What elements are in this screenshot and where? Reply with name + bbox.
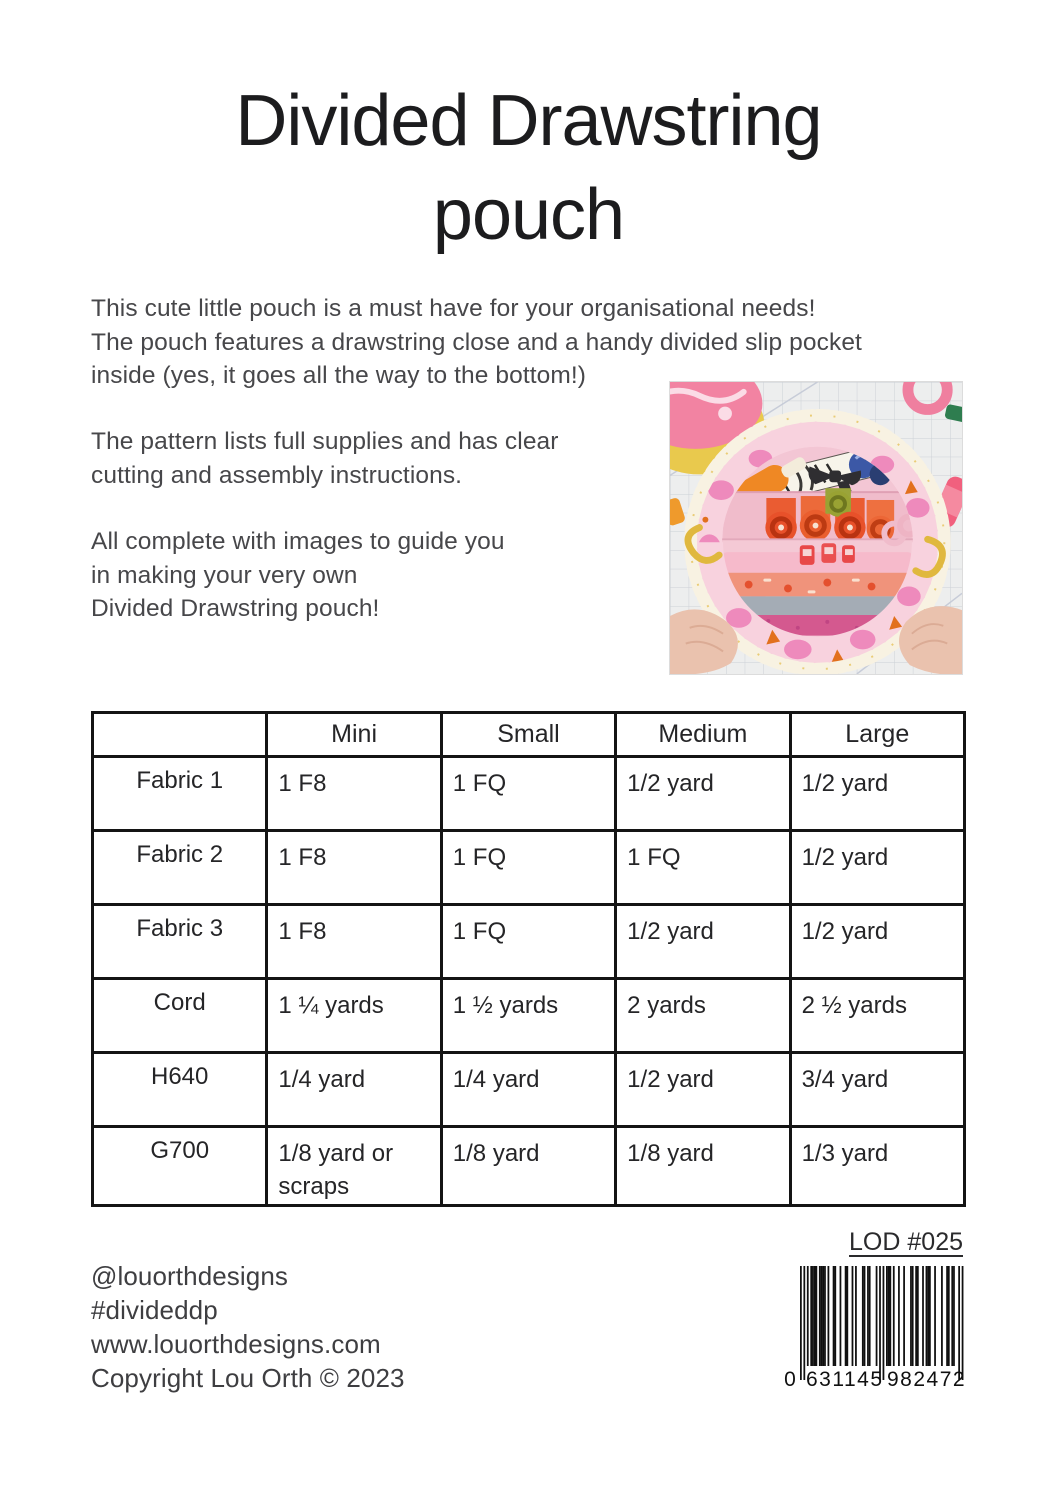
table-row-fabric-2: Fabric 2 1 F8 1 FQ 1 FQ 1/2 yard — [90, 829, 967, 906]
page-title-line-2: pouch — [432, 175, 625, 255]
table-cell: 1/2 yard — [614, 1051, 792, 1128]
table-cell: 2 ½ yards — [788, 977, 967, 1054]
table-cell: 1/3 yard — [788, 1125, 967, 1207]
row-label: Cord — [90, 977, 269, 1054]
table-cell: 1/2 yard — [788, 829, 967, 906]
col-header-medium: Medium — [614, 711, 792, 758]
supplies-table: Mini Small Medium Large Fabric 1 1 F8 1 … — [90, 711, 967, 1207]
intro-paragraph: This cute little pouch is a must have fo… — [91, 295, 862, 389]
barcode-right-group: 982472 — [887, 1368, 967, 1391]
table-cell: 1 F8 — [265, 755, 443, 832]
row-label: Fabric 1 — [90, 755, 269, 832]
table-row-fabric-1: Fabric 1 1 F8 1 FQ 1/2 yard 1/2 yard — [90, 755, 967, 832]
pouch-photo-illustration — [670, 382, 962, 674]
table-row-g700: G700 1/8 yard or scraps 1/8 yard 1/8 yar… — [90, 1125, 967, 1207]
website-url: www.louorthdesigns.com — [91, 1329, 381, 1359]
barcode-left-group: 631145 — [806, 1368, 884, 1391]
table-cell: 1/8 yard — [439, 1125, 618, 1207]
table-row-fabric-3: Fabric 3 1 F8 1 FQ 1/2 yard 1/2 yard — [90, 903, 967, 980]
table-cell: 1 ½ yards — [439, 977, 618, 1054]
table-cell: 1 FQ — [439, 829, 618, 906]
table-cell: 1 F8 — [265, 903, 443, 980]
table-cell: 3/4 yard — [788, 1051, 967, 1128]
row-label: Fabric 3 — [90, 903, 269, 980]
pouch-contents — [722, 446, 913, 638]
barcode: 0 631145 982472 — [784, 1266, 967, 1398]
table-cell: 1 ¼ yards — [265, 977, 443, 1054]
table-cell: 1/4 yard — [265, 1051, 443, 1128]
footer-info: @louorthdesigns #divideddp www.louorthde… — [91, 1259, 405, 1395]
hashtag: #divideddp — [91, 1295, 218, 1325]
page-title-line-1: Divided Drawstring — [235, 81, 822, 161]
col-header-small: Small — [439, 711, 618, 758]
row-label: G700 — [90, 1125, 269, 1207]
table-cell: 1/2 yard — [788, 755, 967, 832]
drawstring-cord — [684, 524, 946, 578]
table-header-row: Mini Small Medium Large — [90, 711, 967, 758]
table-cell: 1/8 yard — [614, 1125, 792, 1207]
row-label: Fabric 2 — [90, 829, 269, 906]
pattern-number: LOD #025 — [849, 1228, 963, 1256]
table-cell: 1/2 yard — [614, 903, 792, 980]
table-cell: 1/8 yard or scraps — [265, 1125, 443, 1207]
table-cell: 1 FQ — [439, 755, 618, 832]
copyright-line: Copyright Lou Orth © 2023 — [91, 1363, 405, 1393]
table-cell: 2 yards — [614, 977, 792, 1054]
col-header-large: Large — [788, 711, 967, 758]
table-cell: 1 F8 — [265, 829, 443, 906]
row-label: H640 — [90, 1051, 269, 1128]
col-header-blank — [90, 711, 269, 758]
table-cell: 1 FQ — [614, 829, 792, 906]
page-title: Divided Drawstring pouch — [0, 74, 1057, 262]
table-row-cord: Cord 1 ¼ yards 1 ½ yards 2 yards 2 ½ yar… — [90, 977, 967, 1054]
table-cell: 1/4 yard — [439, 1051, 618, 1128]
table-row-h640: H640 1/4 yard 1/4 yard 1/2 yard 3/4 yard — [90, 1051, 967, 1128]
supplies-paragraph: The pattern lists full supplies and has … — [91, 428, 559, 489]
table-cell: 1 FQ — [439, 903, 618, 980]
col-header-mini: Mini — [265, 711, 443, 758]
barcode-lead-digit: 0 — [784, 1368, 796, 1391]
images-paragraph: All complete with images to guide you in… — [91, 528, 505, 622]
instagram-handle: @louorthdesigns — [91, 1261, 289, 1291]
barcode-bars — [800, 1266, 964, 1380]
table-cell: 1/2 yard — [614, 755, 792, 832]
pouch-photo — [669, 381, 963, 675]
table-cell: 1/2 yard — [788, 903, 967, 980]
